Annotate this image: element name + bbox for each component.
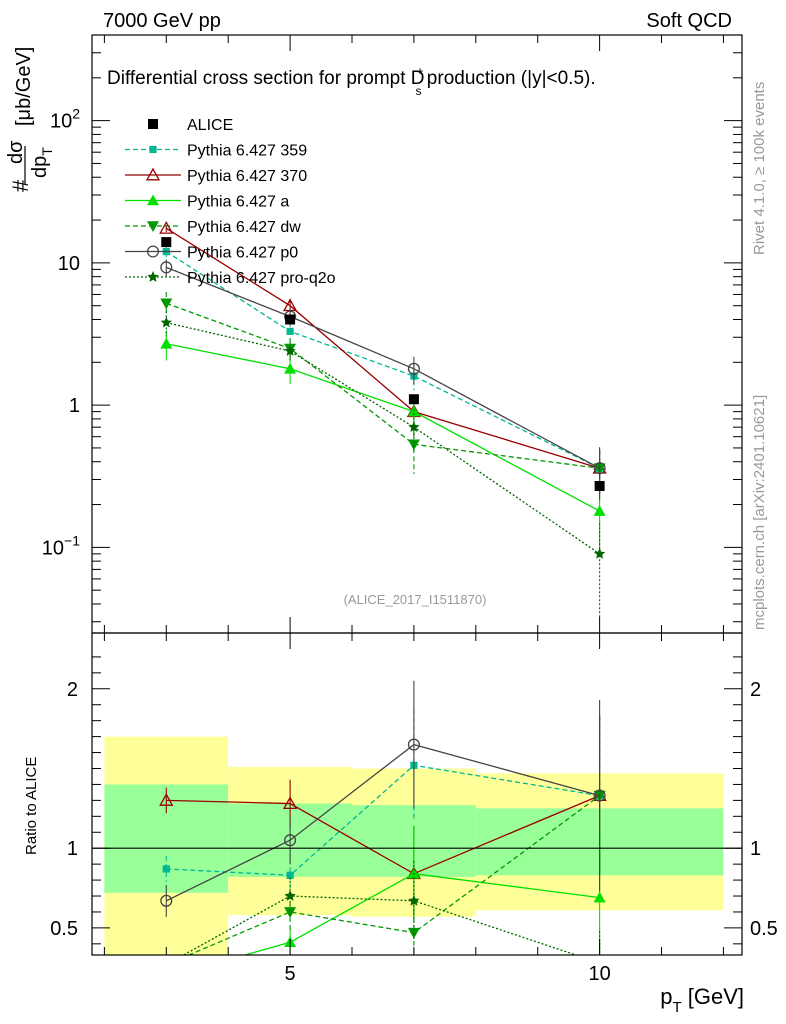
legend-marker-data xyxy=(148,119,158,129)
legend-label: Pythia 6.427 p0 xyxy=(187,245,298,262)
series-point xyxy=(284,345,296,356)
chart-title: Differential cross section for prompt D+… xyxy=(107,64,596,98)
x-tick-label: 10 xyxy=(588,963,610,985)
svg-text:[μb/GeV]: [μb/GeV] xyxy=(13,47,35,126)
y-tick-label: 102 xyxy=(50,106,80,133)
y-tick-label: 10−1 xyxy=(42,532,80,559)
ratio-tick-label-right: 1 xyxy=(750,838,761,860)
header-right: Soft QCD xyxy=(646,10,732,32)
legend-marker xyxy=(145,167,161,181)
legend: ALICE Pythia 6.427 359 Pythia 6.427 370 Pyt… xyxy=(125,117,336,287)
ratio-point xyxy=(282,796,298,810)
ratio-y-label: Ratio to ALICE xyxy=(23,757,40,855)
data-point xyxy=(594,481,605,492)
series-line-ratio xyxy=(166,743,600,902)
ratio-point xyxy=(286,871,294,879)
ratio-tick-label-right: 2 xyxy=(750,679,761,701)
series-point xyxy=(284,362,297,374)
series-point xyxy=(160,337,173,349)
series-line-main xyxy=(166,343,600,512)
ratio-point xyxy=(159,793,174,806)
y-axis-label: # dσ dpT [μb/GeV] xyxy=(5,47,55,192)
ratio-point xyxy=(408,894,420,906)
x-axis-label: pT [GeV] xyxy=(660,984,744,1016)
ratio-point xyxy=(160,971,172,982)
legend-marker xyxy=(147,221,159,232)
ratio-point xyxy=(160,960,172,971)
legend-label: Pythia 6.427 a xyxy=(187,194,289,211)
series-point xyxy=(160,298,173,310)
legend-marker xyxy=(147,271,159,282)
series-point xyxy=(407,439,420,451)
ratio-point xyxy=(593,789,606,802)
series-line-main xyxy=(166,302,600,469)
series-point xyxy=(286,327,294,335)
series-point xyxy=(408,421,420,432)
series-line-ratio xyxy=(166,794,600,875)
series-point xyxy=(593,505,606,516)
ratio-point xyxy=(407,738,420,751)
series-point xyxy=(160,261,173,274)
data-point xyxy=(408,394,419,405)
legend-marker xyxy=(149,145,157,154)
series-line-main xyxy=(165,227,600,469)
legend-label: Pythia 6.427 370 xyxy=(187,168,307,185)
analysis-id: (ALICE_2017_I1511870) xyxy=(344,592,487,607)
legend-label: ALICE xyxy=(187,117,233,134)
ratio-tick-label-right: 0.5 xyxy=(750,918,778,940)
legend-label: Pythia 6.427 359 xyxy=(187,143,307,160)
mcplots-label: mcplots.cern.ch [arXiv:2401.10621] xyxy=(751,395,768,630)
header-left: 7000 GeV pp xyxy=(103,10,221,32)
ratio-point xyxy=(161,959,172,970)
ratio-tick-label: 1 xyxy=(67,838,78,860)
ratio-point xyxy=(284,890,296,901)
svg-text:dpT: dpT xyxy=(29,147,55,178)
y-tick-label: 10 xyxy=(58,253,80,275)
ratio-point xyxy=(284,907,297,918)
ratio-point xyxy=(160,894,173,907)
series-line-ratio xyxy=(187,795,601,955)
series-line-ratio xyxy=(242,873,600,955)
series-line-main xyxy=(166,266,600,469)
svg-text:#: # xyxy=(8,179,33,192)
legend-marker xyxy=(146,245,160,258)
series-point xyxy=(593,462,606,475)
legend-label: Pythia 6.427 dw xyxy=(187,219,301,236)
rivet-label: Rivet 4.1.0, ≥ 100k events xyxy=(751,82,768,255)
legend-marker xyxy=(147,194,159,206)
ratio-point xyxy=(593,891,606,903)
x-tick-label: 5 xyxy=(285,963,296,985)
ratio-point xyxy=(162,865,170,873)
legend-label: Pythia 6.427 pro-q2o xyxy=(187,270,336,287)
y-tick-label: 1 xyxy=(69,395,80,417)
data-point xyxy=(161,237,172,248)
series-point xyxy=(159,220,174,234)
svg-text:dσ: dσ xyxy=(5,140,27,164)
series-point xyxy=(407,362,420,375)
series-point xyxy=(160,316,172,328)
series-point xyxy=(593,547,606,559)
data-point xyxy=(285,314,296,325)
ratio-point xyxy=(284,834,297,847)
ratio-frame xyxy=(91,632,743,956)
ratio-tick-label: 2 xyxy=(67,679,78,701)
series-line-main xyxy=(166,322,600,555)
ratio-tick-label: 0.5 xyxy=(50,918,78,940)
